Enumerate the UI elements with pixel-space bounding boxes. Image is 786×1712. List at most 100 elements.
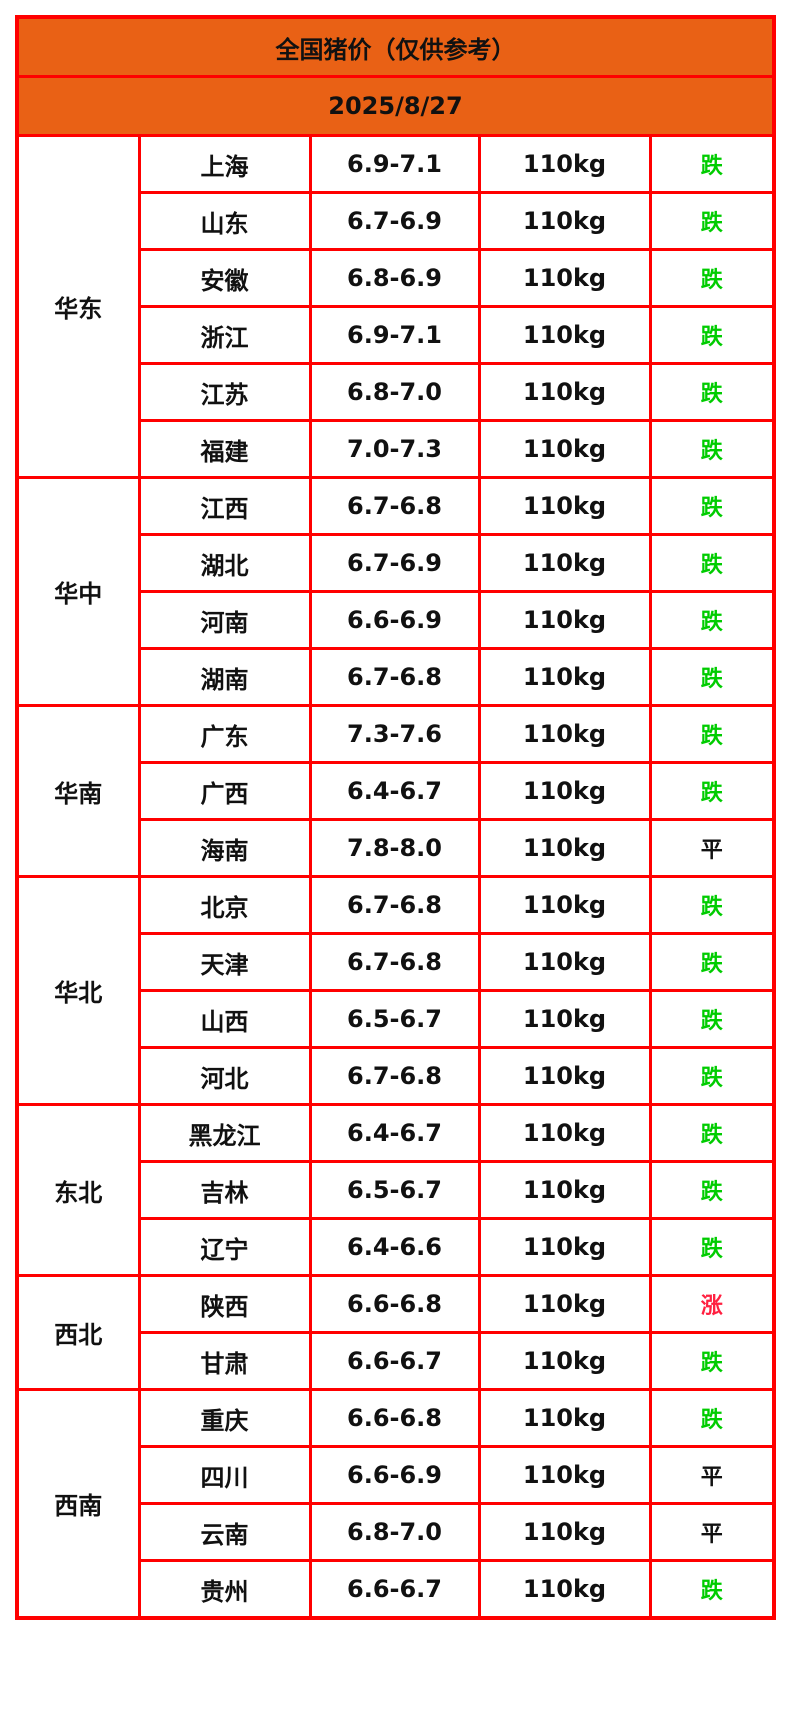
trend-cell: 涨 xyxy=(648,1274,776,1334)
price-cell: 6.7-6.8 xyxy=(308,932,481,992)
province-cell: 浙江 xyxy=(137,305,312,365)
region-cell: 华北 xyxy=(15,875,141,1106)
weight-cell: 110kg xyxy=(477,134,652,194)
province-cell: 湖南 xyxy=(137,647,312,707)
weight-cell: 110kg xyxy=(477,704,652,764)
weight-cell: 110kg xyxy=(477,419,652,479)
province-cell: 福建 xyxy=(137,419,312,479)
weight-cell: 110kg xyxy=(477,761,652,821)
weight-cell: 110kg xyxy=(477,1046,652,1106)
table-row: 浙江 6.9-7.1 110kg 跌 xyxy=(17,305,776,365)
weight-cell: 110kg xyxy=(477,818,652,878)
price-cell: 6.4-6.6 xyxy=(308,1217,481,1277)
table-row: 天津 6.7-6.8 110kg 跌 xyxy=(17,932,776,992)
weight-cell: 110kg xyxy=(477,1217,652,1277)
province-cell: 山东 xyxy=(137,191,312,251)
price-cell: 6.9-7.1 xyxy=(308,305,481,365)
price-cell: 6.7-6.8 xyxy=(308,1046,481,1106)
price-cell: 6.8-7.0 xyxy=(308,362,481,422)
trend-cell: 跌 xyxy=(648,1388,776,1448)
price-cell: 7.3-7.6 xyxy=(308,704,481,764)
trend-cell: 跌 xyxy=(648,1559,776,1620)
table-row: 福建 7.0-7.3 110kg 跌 xyxy=(17,419,776,479)
trend-cell: 跌 xyxy=(648,191,776,251)
weight-cell: 110kg xyxy=(477,1388,652,1448)
weight-cell: 110kg xyxy=(477,1103,652,1163)
price-cell: 6.5-6.7 xyxy=(308,1160,481,1220)
trend-cell: 跌 xyxy=(648,362,776,422)
weight-cell: 110kg xyxy=(477,362,652,422)
table-row: 贵州 6.6-6.7 110kg 跌 xyxy=(17,1559,776,1620)
province-cell: 山西 xyxy=(137,989,312,1049)
price-cell: 6.8-7.0 xyxy=(308,1502,481,1562)
province-cell: 广东 xyxy=(137,704,312,764)
weight-cell: 110kg xyxy=(477,1331,652,1391)
table-row: 吉林 6.5-6.7 110kg 跌 xyxy=(17,1160,776,1220)
price-cell: 6.6-6.9 xyxy=(308,1445,481,1505)
province-cell: 贵州 xyxy=(137,1559,312,1620)
region-cell: 华东 xyxy=(15,134,141,479)
weight-cell: 110kg xyxy=(477,305,652,365)
province-cell: 海南 xyxy=(137,818,312,878)
table-row: 华南 广东 7.3-7.6 110kg 跌 xyxy=(15,704,776,878)
trend-cell: 跌 xyxy=(648,590,776,650)
trend-cell: 跌 xyxy=(648,1046,776,1106)
province-cell: 天津 xyxy=(137,932,312,992)
table-row: 河南 6.6-6.9 110kg 跌 xyxy=(17,590,776,650)
weight-cell: 110kg xyxy=(477,248,652,308)
region-cell: 东北 xyxy=(15,1103,141,1277)
province-cell: 江苏 xyxy=(137,362,312,422)
table-row: 西北 陕西 6.6-6.8 110kg 涨 xyxy=(15,1274,776,1391)
province-cell: 重庆 xyxy=(137,1388,312,1448)
price-cell: 6.6-6.7 xyxy=(308,1559,481,1620)
price-cell: 6.7-6.8 xyxy=(308,647,481,707)
price-cell: 6.6-6.7 xyxy=(308,1331,481,1391)
weight-cell: 110kg xyxy=(477,647,652,707)
price-cell: 7.8-8.0 xyxy=(308,818,481,878)
weight-cell: 110kg xyxy=(477,476,652,536)
table-row: 江苏 6.8-7.0 110kg 跌 xyxy=(17,362,776,422)
table-row: 云南 6.8-7.0 110kg 平 xyxy=(17,1502,776,1562)
table-row: 湖南 6.7-6.8 110kg 跌 xyxy=(17,647,776,707)
province-cell: 河南 xyxy=(137,590,312,650)
trend-cell: 平 xyxy=(648,1502,776,1562)
table-date: 2025/8/27 xyxy=(15,75,776,137)
province-cell: 黑龙江 xyxy=(137,1103,312,1163)
table-row: 甘肃 6.6-6.7 110kg 跌 xyxy=(17,1331,776,1391)
weight-cell: 110kg xyxy=(477,1502,652,1562)
province-cell: 辽宁 xyxy=(137,1217,312,1277)
region-cell: 华南 xyxy=(15,704,141,878)
province-cell: 河北 xyxy=(137,1046,312,1106)
province-cell: 北京 xyxy=(137,875,312,935)
trend-cell: 跌 xyxy=(648,989,776,1049)
province-cell: 甘肃 xyxy=(137,1331,312,1391)
trend-cell: 跌 xyxy=(648,1160,776,1220)
region-cell: 西南 xyxy=(15,1388,141,1620)
trend-cell: 跌 xyxy=(648,932,776,992)
weight-cell: 110kg xyxy=(477,1559,652,1620)
table-row: 西南 重庆 6.6-6.8 110kg 跌 xyxy=(15,1388,776,1620)
price-cell: 7.0-7.3 xyxy=(308,419,481,479)
table-row: 安徽 6.8-6.9 110kg 跌 xyxy=(17,248,776,308)
table-row: 华北 北京 6.7-6.8 110kg 跌 xyxy=(15,875,776,1106)
trend-cell: 跌 xyxy=(648,305,776,365)
weight-cell: 110kg xyxy=(477,1274,652,1334)
province-cell: 湖北 xyxy=(137,533,312,593)
trend-cell: 跌 xyxy=(648,761,776,821)
trend-cell: 跌 xyxy=(648,1103,776,1163)
weight-cell: 110kg xyxy=(477,1445,652,1505)
region-cell: 华中 xyxy=(15,476,141,707)
province-cell: 上海 xyxy=(137,134,312,194)
trend-cell: 跌 xyxy=(648,875,776,935)
price-cell: 6.6-6.8 xyxy=(308,1274,481,1334)
trend-cell: 跌 xyxy=(648,248,776,308)
province-cell: 安徽 xyxy=(137,248,312,308)
table-row: 四川 6.6-6.9 110kg 平 xyxy=(17,1445,776,1505)
trend-cell: 跌 xyxy=(648,704,776,764)
weight-cell: 110kg xyxy=(477,590,652,650)
table-row: 山东 6.7-6.9 110kg 跌 xyxy=(17,191,776,251)
province-cell: 吉林 xyxy=(137,1160,312,1220)
trend-cell: 跌 xyxy=(648,134,776,194)
province-cell: 江西 xyxy=(137,476,312,536)
trend-cell: 跌 xyxy=(648,533,776,593)
